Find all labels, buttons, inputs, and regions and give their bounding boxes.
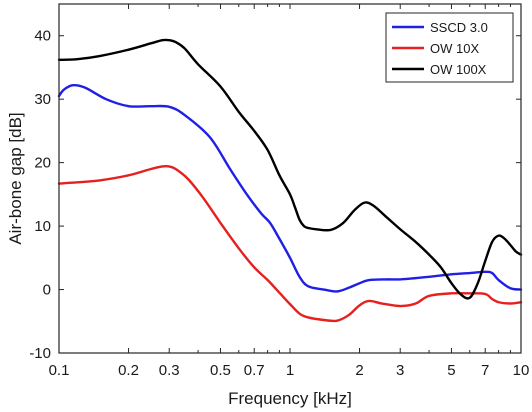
series-layer [57, 38, 523, 323]
x-tick-label: 3 [396, 362, 404, 379]
y-tick-label: 30 [34, 91, 51, 108]
legend: SSCD 3.0 OW 10X OW 100X [385, 12, 514, 83]
x-tick-label: 1 [286, 362, 294, 379]
legend-label-2: OW 10X [430, 41, 479, 56]
x-tick-label: 7 [481, 362, 489, 379]
y-tick-label: 40 [34, 28, 51, 45]
x-tick-label: 0.7 [244, 362, 265, 379]
y-tick-label: -10 [29, 345, 51, 362]
series-line-1 [57, 83, 523, 293]
series-line-3 [57, 38, 523, 300]
x-tick-label: 0.2 [118, 362, 139, 379]
y-tick-label: 10 [34, 218, 51, 235]
legend-label-1: SSCD 3.0 [430, 20, 488, 35]
x-tick-label: 2 [355, 362, 363, 379]
x-tick-label: 0.3 [159, 362, 180, 379]
x-tick-label: 0.5 [210, 362, 231, 379]
tick-layer [58, 4, 522, 354]
x-axis-label: Frequency [kHz] [228, 389, 352, 408]
y-axis-label: Air-bone gap [dB] [6, 112, 25, 244]
label-layer: 0.1 0.2 0.3 0.5 0.7 1 2 3 5 7 10 -10 0 10 20 30 40 [29, 28, 529, 379]
x-tick-label: 5 [447, 362, 455, 379]
x-tick-label: 0.1 [49, 362, 70, 379]
x-tick-label: 10 [513, 362, 530, 379]
legend-label-3: OW 100X [430, 62, 487, 77]
y-tick-label: 20 [34, 155, 51, 172]
y-tick-label: 0 [43, 282, 51, 299]
